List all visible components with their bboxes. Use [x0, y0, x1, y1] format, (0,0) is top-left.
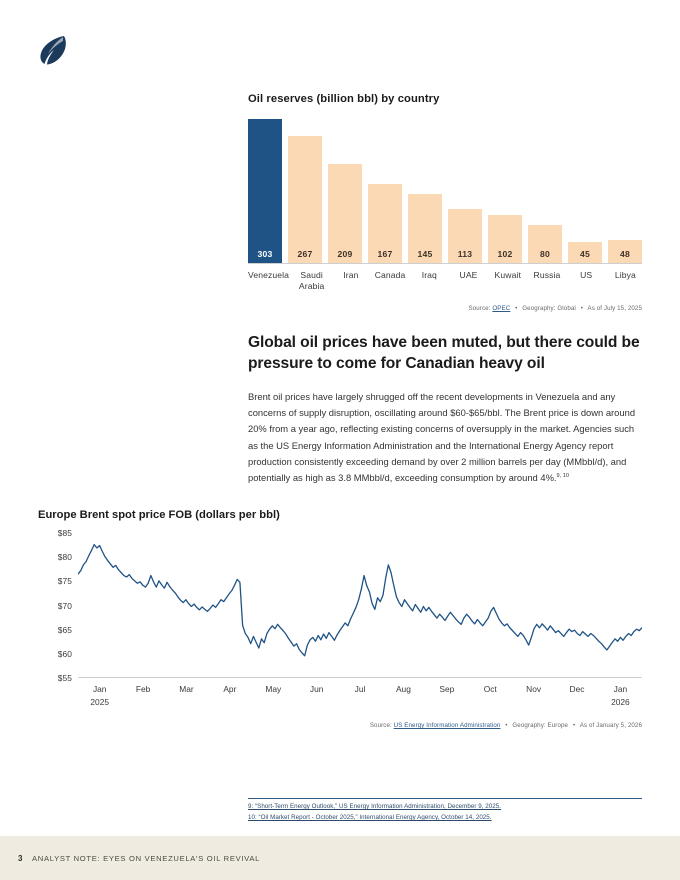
x-tick-sep-8: Sep [439, 684, 455, 694]
line-chart-y-axis: $85 $80 $75 $70 $65 $60 $55 [38, 528, 72, 683]
bar-source-prefix: Source: [468, 305, 491, 313]
bar-source-link[interactable]: OPEC [492, 305, 511, 313]
bar-canada[interactable]: 167 [368, 183, 402, 263]
bar-chart-plot: 303 267 209 167 145 113 102 80 45 48 [248, 119, 642, 264]
x-tick-jan-0: Jan 2025 [78, 683, 121, 708]
bar-uae[interactable]: 113 [448, 209, 482, 263]
y-tick-75: $75 [57, 576, 72, 587]
bar-label-kuwait: Kuwait [494, 270, 521, 280]
bar-saudi-arabia[interactable]: 267 [288, 136, 322, 263]
bar-value: 102 [497, 249, 513, 259]
line-chart-x-axis: Jan 2025 Feb Mar Apr May Jun Jul Aug Sep Oct Nov Dec… [78, 683, 642, 708]
bar-column: 48 [608, 119, 642, 263]
x-tick-may-4: May [265, 684, 282, 694]
bar-column: 113 [448, 119, 482, 263]
x-tick-nov-10: Nov [526, 684, 542, 694]
line-source-prefix: Source: [369, 722, 392, 730]
bar-value: 267 [297, 249, 313, 259]
bar-label-iraq: Iraq [421, 270, 437, 280]
line-chart-block: Europe Brent spot price FOB (dollars per… [38, 509, 642, 729]
footnotes-block: 9: “Short-Term Energy Outlook,” US Energ… [248, 798, 642, 824]
x-tick-jul-6: Jul [354, 684, 366, 694]
line-chart-plot-area [78, 533, 642, 678]
x-tick-dec-11: Dec [569, 684, 585, 694]
bar-label-us: US [580, 270, 593, 280]
x-tick-jun-5: Jun [309, 684, 324, 694]
article-paragraph-text: Brent oil prices have largely shrugged o… [248, 391, 636, 483]
x-tick-year: 2026 [611, 696, 630, 707]
bar-us[interactable]: 45 [568, 241, 602, 263]
line-source-geography: Geography: Europe [512, 722, 569, 730]
line-source-link[interactable]: US Energy Information Administration [393, 722, 501, 730]
y-tick-55: $55 [57, 673, 72, 683]
y-tick-80: $80 [57, 552, 72, 563]
y-tick-85: $85 [57, 528, 72, 538]
line-chart-plot: $85 $80 $75 $70 $65 $60 $55 [38, 528, 642, 683]
line-chart-title: Europe Brent spot price FOB (dollars per… [38, 509, 280, 521]
bar-russia[interactable]: 80 [528, 224, 562, 263]
bar-label-venezuela: Venezuela [248, 270, 290, 280]
bar-value: 45 [580, 249, 590, 259]
bar-label-saudi-arabia: Saudi Arabia [298, 270, 325, 291]
bar-column: 102 [488, 119, 522, 263]
bar-column: 303 [248, 119, 282, 263]
bar-value: 145 [417, 249, 433, 259]
page-number: 3 [18, 853, 23, 863]
x-tick-apr-3: Apr [223, 684, 237, 694]
bar-chart-source: Source: OPEC • Geography: Global • As of… [248, 305, 642, 312]
bar-venezuela[interactable]: 303 [248, 119, 282, 263]
line-chart-source: Source: US Energy Information Administra… [38, 722, 642, 729]
x-tick-feb-1: Feb [135, 684, 151, 694]
bar-label-uae: UAE [459, 270, 478, 280]
bar-chart-category-labels: Venezuela Saudi Arabia Iran Canada Iraq UAE Ku… [248, 270, 642, 291]
footnote-10[interactable]: 10: “Oil Market Report - October 2025,” … [248, 813, 492, 821]
bar-label-russia: Russia [533, 270, 561, 280]
footnote-markers[interactable]: 9, 10 [556, 472, 569, 479]
leaf-logo [34, 33, 72, 67]
bar-column: 209 [328, 119, 362, 263]
bar-value: 167 [377, 249, 393, 259]
x-tick-year: 2025 [90, 696, 110, 707]
x-tick-oct-9: Oct [483, 684, 497, 694]
bar-column: 167 [368, 119, 402, 263]
bar-value: 303 [257, 249, 273, 259]
line-source-asof: As of January 5, 2026 [579, 722, 642, 730]
bar-source-asof: As of July 15, 2025 [587, 305, 642, 313]
bar-kuwait[interactable]: 102 [488, 214, 522, 263]
bar-libya[interactable]: 48 [608, 240, 642, 263]
bar-column: 45 [568, 119, 602, 263]
article-paragraph: Brent oil prices have largely shrugged o… [248, 389, 642, 486]
bar-column: 145 [408, 119, 442, 263]
article-headline: Global oil prices have been muted, but t… [248, 334, 640, 372]
bar-value: 209 [337, 249, 353, 259]
footnote-9[interactable]: 9: “Short-Term Energy Outlook,” US Energ… [248, 803, 501, 810]
separator-dot-4: • [572, 722, 576, 730]
bar-label-libya: Libya [614, 270, 636, 280]
separator-dot-3: • [505, 722, 508, 730]
footer-title: ANALYST NOTE: EYES ON VENEZUELA'S OIL RE… [32, 853, 261, 863]
x-tick-aug-7: Aug [395, 684, 411, 694]
x-tick-jan-12: Jan 2026 [599, 683, 642, 708]
page-footer: 3 ANALYST NOTE: EYES ON VENEZUELA'S OIL … [0, 836, 680, 880]
bar-source-geography: Geography: Global [522, 305, 576, 313]
y-tick-70: $70 [57, 600, 72, 611]
bar-chart-title: Oil reserves (billion bbl) by country [248, 93, 440, 105]
bar-column: 267 [288, 119, 322, 263]
bar-value: 48 [620, 249, 630, 259]
y-tick-60: $60 [57, 648, 72, 659]
bar-column: 80 [528, 119, 562, 263]
bar-chart-block: Oil reserves (billion bbl) by country 30… [248, 93, 642, 312]
bar-label-iran: Iran [343, 270, 359, 280]
separator-dot-2: • [580, 305, 583, 313]
separator-dot-1: • [515, 305, 518, 313]
footnotes-rule [248, 798, 642, 799]
bar-iraq[interactable]: 145 [408, 194, 442, 263]
x-tick-mar-2: Mar [179, 684, 194, 694]
bar-label-canada: Canada [374, 270, 406, 280]
y-tick-65: $65 [57, 624, 72, 635]
bar-value: 80 [540, 249, 550, 259]
bar-iran[interactable]: 209 [328, 163, 362, 263]
bar-value: 113 [457, 249, 473, 259]
